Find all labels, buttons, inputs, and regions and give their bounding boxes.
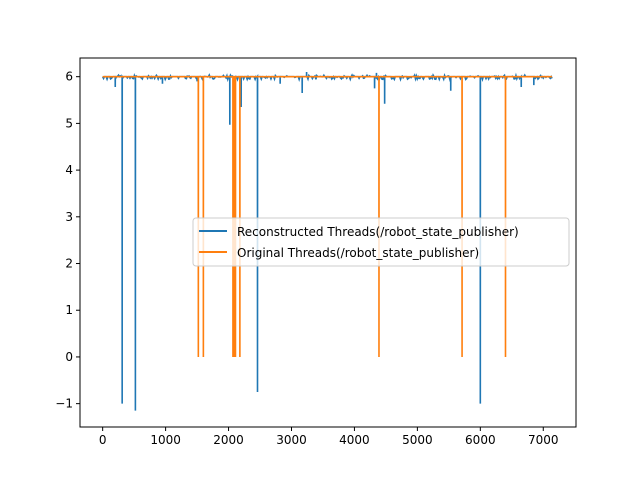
plot-frame [79,57,577,428]
y-tick-label: 0 [65,350,73,364]
y-tick-label: 2 [65,257,73,271]
y-tick-label: 5 [65,116,73,130]
y-tick-label: 3 [65,210,73,224]
x-tick-label: 1000 [150,433,181,447]
x-tick-label: 5000 [402,433,433,447]
x-axis: 0 1000 2000 3000 4000 5000 6000 7000 [99,427,559,447]
y-tick-label: 6 [65,70,73,84]
x-tick-label: 0 [99,433,107,447]
series-line-1 [102,75,553,357]
series-layer [101,71,553,411]
legend: Reconstructed Threads(/robot_state_publi… [192,217,570,267]
x-tick-label: 2000 [213,433,244,447]
y-axis: −1 0 1 2 3 4 5 6 [55,70,80,411]
x-tick-label: 3000 [276,433,307,447]
y-tick-label: 4 [65,163,73,177]
y-tick-label: −1 [55,397,73,411]
legend-box [192,217,570,267]
x-tick-label: 7000 [528,433,559,447]
legend-label-original: Original Threads(/robot_state_publisher) [237,246,479,260]
x-tick-label: 4000 [339,433,370,447]
y-tick-label: 1 [65,303,73,317]
legend-label-reconstructed: Reconstructed Threads(/robot_state_publi… [237,225,519,239]
x-tick-label: 6000 [465,433,496,447]
